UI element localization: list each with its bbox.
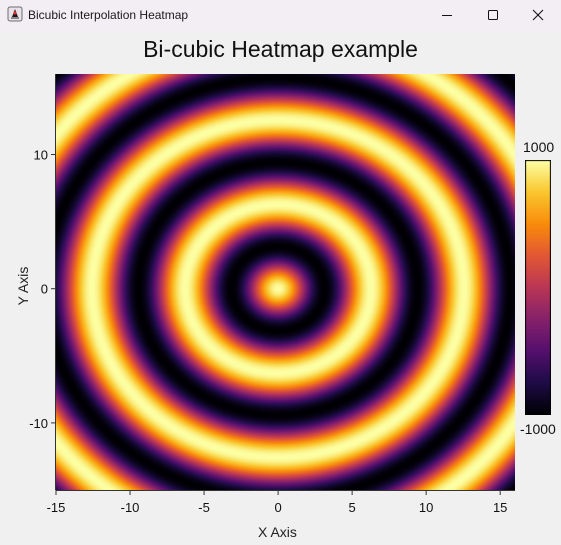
x-axis-label: X Axis	[258, 524, 297, 540]
close-button[interactable]	[515, 0, 561, 30]
java-duke-icon	[7, 6, 23, 22]
x-tick-label: 10	[419, 500, 433, 515]
x-tick-label: 5	[349, 500, 356, 515]
minimize-icon	[442, 15, 452, 16]
y-tick-label: 0	[41, 282, 48, 297]
heatmap-plot-area[interactable]	[56, 74, 515, 490]
y-tick-label: -10	[29, 416, 48, 431]
x-tick-label: -5	[198, 500, 210, 515]
window-title: Bicubic Interpolation Heatmap	[28, 8, 189, 22]
colorbar-min-label: -1000	[520, 421, 556, 437]
x-tick-label: 15	[493, 500, 507, 515]
y-tick-label: 10	[34, 148, 48, 163]
heatmap	[56, 74, 515, 490]
minimize-button[interactable]	[424, 0, 470, 30]
close-icon	[532, 9, 544, 21]
maximize-button[interactable]	[470, 0, 516, 30]
x-tick-label: -10	[121, 500, 140, 515]
title-bar[interactable]: Bicubic Interpolation Heatmap	[0, 0, 561, 31]
colorbar-gradient	[525, 160, 551, 415]
maximize-icon	[488, 10, 498, 20]
y-axis-label: Y Axis	[15, 266, 31, 306]
colorbar	[525, 160, 551, 415]
colorbar-max-label: 1000	[523, 139, 555, 155]
x-tick-label: 0	[274, 500, 281, 515]
chart-title: Bi-cubic Heatmap example	[143, 36, 418, 62]
x-tick-label: -15	[47, 500, 66, 515]
